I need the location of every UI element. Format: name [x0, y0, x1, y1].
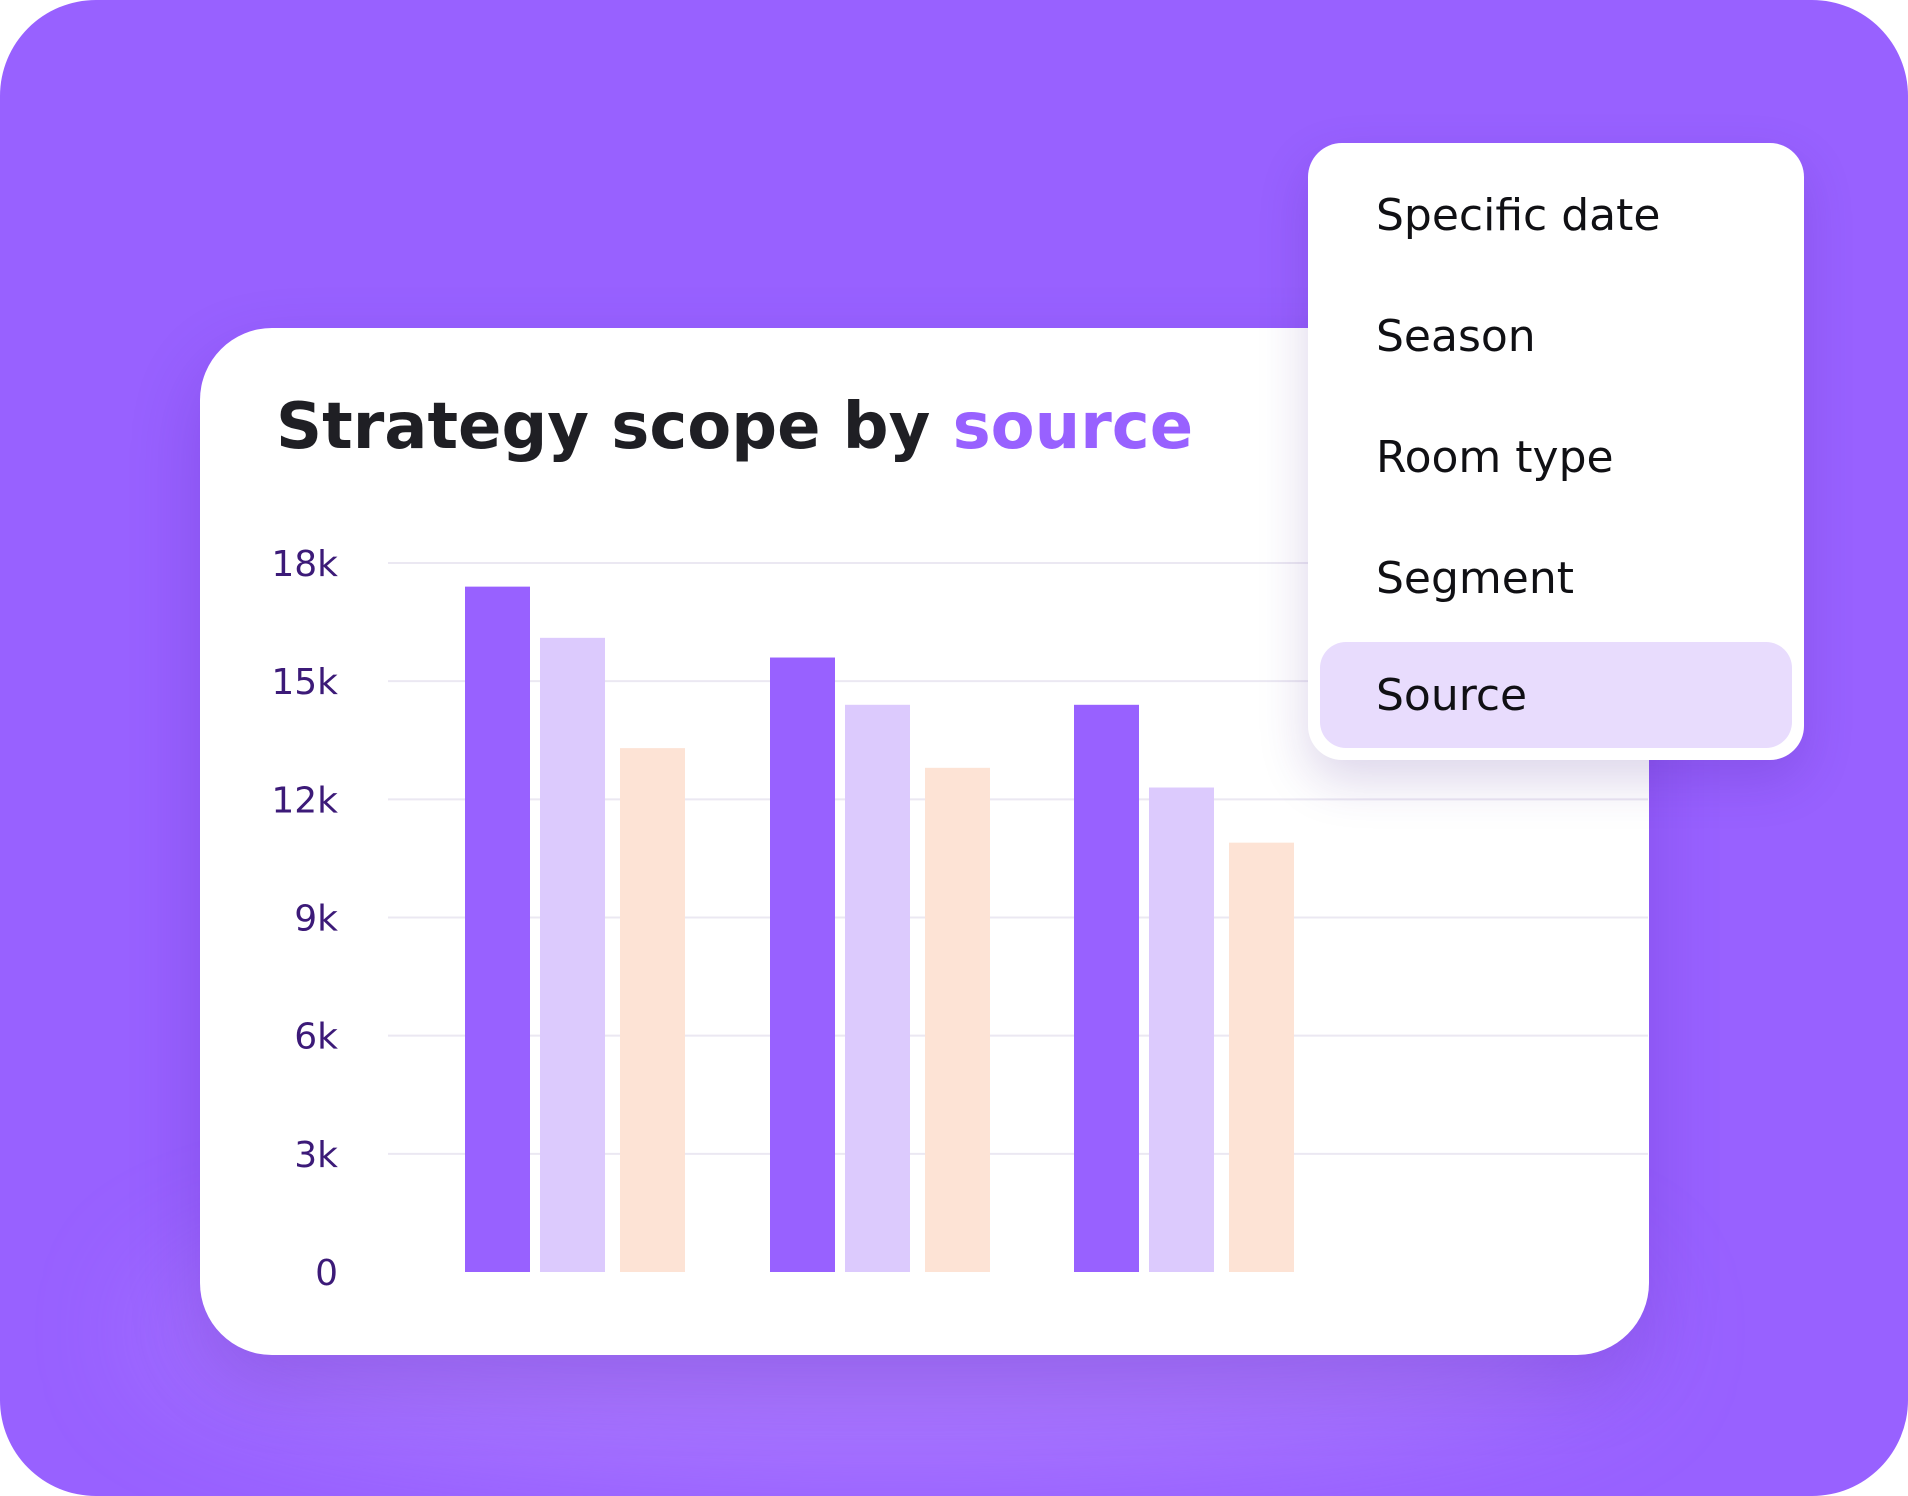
chart-title-highlight: source — [952, 390, 1194, 464]
bar-group-1-series-3 — [620, 748, 685, 1272]
menu-item-label: Season — [1376, 310, 1536, 362]
bars — [465, 586, 1294, 1272]
bar-group-2-series-3 — [925, 767, 990, 1272]
menu-item-room-type[interactable]: Room type — [1320, 404, 1792, 510]
y-tick-label: 15k — [271, 662, 338, 703]
chart-title-prefix: Strategy scope by — [276, 390, 953, 464]
menu-item-label: Specific date — [1376, 189, 1661, 241]
bar-group-1-series-1 — [465, 586, 530, 1272]
y-tick-label: 0 — [315, 1253, 338, 1294]
menu-item-label: Segment — [1376, 552, 1574, 604]
y-tick-label: 9k — [294, 899, 338, 940]
y-tick-label: 3k — [294, 1135, 338, 1176]
bar-group-3-series-1 — [1074, 704, 1139, 1272]
menu-item-label: Source — [1376, 669, 1528, 721]
y-tick-label: 6k — [294, 1017, 338, 1058]
chart-title: Strategy scope by source — [276, 385, 1193, 469]
bar-group-2-series-1 — [770, 657, 835, 1272]
bar-group-2-series-2 — [845, 704, 910, 1272]
menu-item-segment[interactable]: Segment — [1320, 525, 1792, 631]
bar-group-1-series-2 — [540, 637, 605, 1272]
menu-item-season[interactable]: Season — [1320, 283, 1792, 389]
menu-item-specific-date[interactable]: Specific date — [1320, 162, 1792, 268]
y-axis-ticks: 0 3k 6k 9k 12k 15k 18k — [271, 544, 338, 1294]
menu-item-source[interactable]: Source — [1320, 642, 1792, 748]
menu-item-label: Room type — [1376, 431, 1614, 483]
y-tick-label: 12k — [271, 780, 338, 821]
group-by-dropdown-menu: Specific date Season Room type Segment Sourc… — [1308, 143, 1804, 760]
y-tick-label: 18k — [271, 544, 338, 585]
bar-group-3-series-2 — [1149, 787, 1214, 1272]
bar-group-3-series-3 — [1229, 842, 1294, 1272]
